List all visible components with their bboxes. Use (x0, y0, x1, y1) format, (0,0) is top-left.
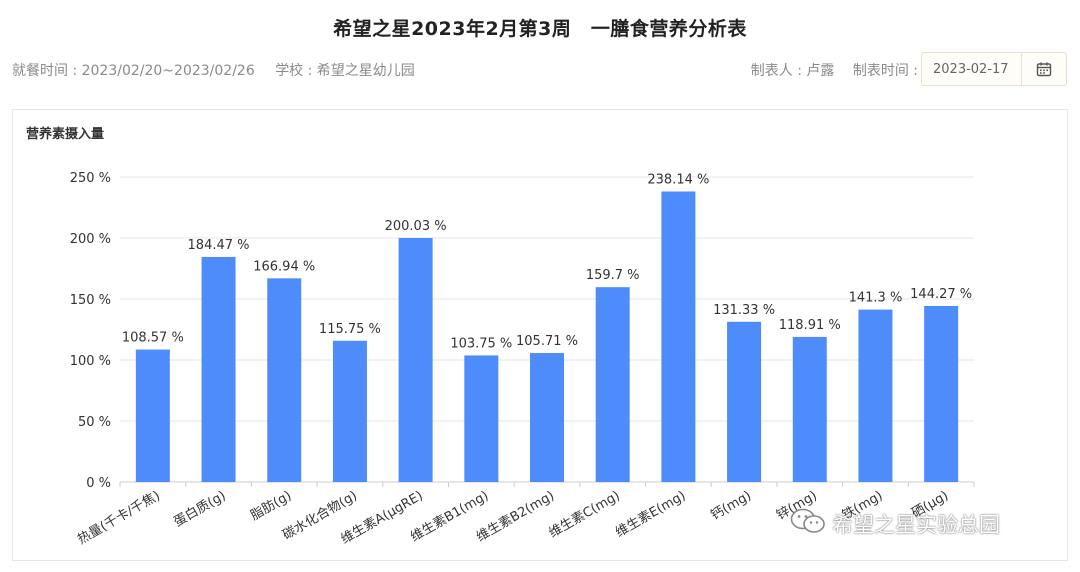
bar (201, 256, 236, 482)
data-label: 166.94 % (253, 259, 315, 274)
date-value[interactable]: 2023-02-17 (933, 62, 1009, 77)
page-title: 希望之星2023年2月第3周 一膳食营养分析表 (333, 18, 747, 40)
data-label: 108.57 % (122, 331, 184, 346)
y-tick-label: 150 % (70, 293, 111, 308)
y-tick-label: 200 % (70, 232, 111, 247)
x-tick-label: 热量(千卡/千焦) (75, 488, 163, 547)
data-label: 118.91 % (779, 318, 841, 333)
data-label: 103.75 % (450, 336, 512, 351)
data-label: 131.33 % (713, 303, 775, 318)
table-maker: 制表人 : 卢露 (750, 63, 835, 79)
calendar-icon[interactable] (1021, 53, 1066, 85)
watermark-text: 希望之星实验总园 (832, 512, 1000, 537)
bar (332, 340, 367, 482)
dining-period: 就餐时间 : 2023/02/20~2023/02/26 (12, 63, 255, 79)
y-tick-label: 250 % (70, 171, 111, 186)
chart-title: 营养素摄入量 (26, 127, 105, 142)
data-label: 144.27 % (910, 287, 972, 302)
data-label: 159.7 % (586, 268, 640, 283)
y-tick-label: 100 % (70, 354, 111, 369)
data-label: 115.75 % (319, 322, 381, 337)
bar (135, 349, 170, 482)
made-time-label: 制表时间 : (852, 63, 918, 79)
y-tick-label: 0 % (86, 476, 111, 491)
bar (792, 336, 827, 482)
data-label: 105.71 % (516, 334, 578, 349)
bar (924, 305, 959, 482)
info-right: 制表人 : 卢露 制表时间 : (737, 60, 918, 80)
bar (727, 321, 762, 482)
x-tick-label: 维生素C(mg) (547, 488, 623, 541)
bar (595, 287, 630, 482)
bar (267, 278, 302, 482)
data-label: 238.14 % (647, 172, 709, 187)
bar (398, 237, 433, 482)
x-tick-label: 脂肪(g) (248, 488, 294, 524)
x-tick-label: 维生素E(mg) (613, 488, 688, 540)
date-picker[interactable]: 2023-02-17 (921, 52, 1067, 86)
bar (661, 191, 696, 483)
bar (530, 353, 564, 482)
watermark: 希望之星实验总园 (790, 508, 1000, 539)
data-label: 200.03 % (385, 219, 447, 234)
data-label: 184.47 % (188, 238, 250, 253)
x-tick-label: 钙(mg) (708, 488, 754, 523)
bar (858, 309, 893, 482)
bar (464, 355, 499, 482)
x-tick-label: 蛋白质(g) (171, 488, 229, 531)
school-name: 学校 : 希望之星幼儿园 (275, 63, 415, 79)
y-tick-label: 50 % (78, 415, 111, 430)
data-label: 141.3 % (849, 291, 903, 306)
wechat-icon (790, 508, 826, 539)
info-left: 就餐时间 : 2023/02/20~2023/02/26 学校 : 希望之星幼儿… (12, 60, 431, 80)
